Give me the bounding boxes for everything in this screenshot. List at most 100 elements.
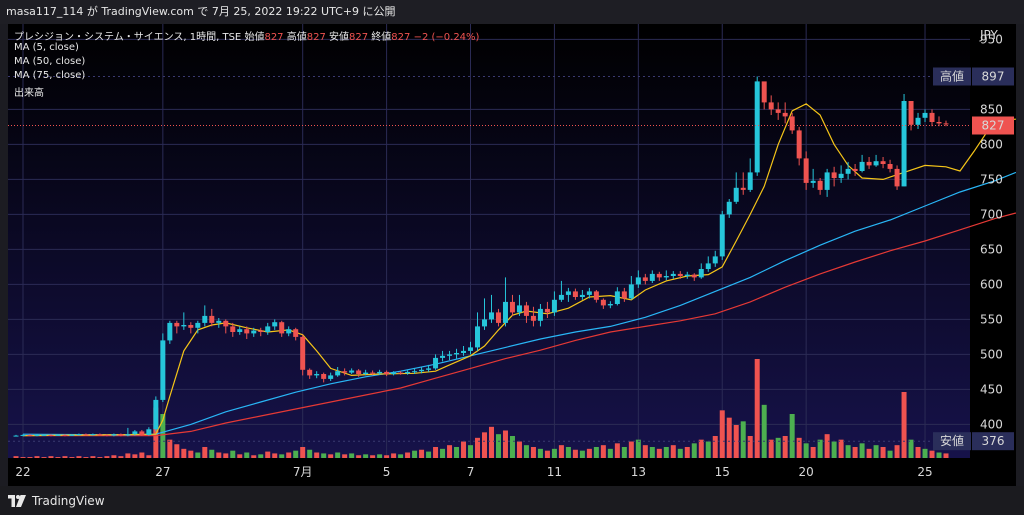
candle-body: [698, 269, 704, 278]
candle-body: [216, 320, 222, 323]
volume-bar: [824, 434, 830, 458]
price-tag-label-box: [933, 67, 971, 86]
candle-body: [705, 263, 711, 269]
volume-bar: [405, 452, 411, 458]
candle-body: [481, 319, 487, 327]
legend-high-label: 高値: [286, 32, 307, 43]
time-axis-background[interactable]: [8, 458, 1016, 486]
candle-body: [34, 434, 40, 436]
volume-bar: [495, 434, 501, 458]
volume-bar: [663, 447, 669, 458]
volume-bar: [516, 441, 522, 458]
volume-bar: [174, 444, 180, 458]
candle-body: [614, 291, 620, 304]
volume-bar: [314, 452, 320, 458]
candle-body: [502, 301, 508, 323]
candle-body: [901, 101, 907, 187]
legend-volume[interactable]: 出来高: [14, 88, 44, 99]
candle-body: [579, 294, 585, 297]
volume-bar: [293, 450, 299, 458]
tradingview-logo[interactable]: TradingView: [8, 494, 105, 508]
volume-bar: [377, 454, 383, 458]
candle-body: [852, 168, 858, 171]
candle-body: [230, 326, 236, 332]
volume-bar: [300, 447, 306, 458]
legend-open: 827: [264, 32, 284, 43]
candle-body: [111, 434, 117, 436]
y-tick-label: 500: [980, 347, 1003, 361]
candle-body: [202, 315, 208, 323]
candle-body: [20, 434, 26, 436]
candle-body: [132, 431, 138, 435]
candle-body: [209, 315, 215, 323]
volume-bar: [754, 359, 760, 458]
candle-body: [146, 429, 152, 435]
candle-body: [293, 329, 299, 337]
volume-bar: [230, 450, 236, 458]
time-axis[interactable]: 22 27 7月 5 7 11 13 15 20 25: [15, 465, 932, 479]
volume-bar: [887, 450, 893, 458]
candle-body: [223, 320, 229, 327]
legend-ma50[interactable]: MA (50, close): [14, 56, 86, 67]
ma50-line: [22, 171, 1016, 436]
price-tag-label: 高値: [940, 69, 964, 84]
volume-bar: [251, 455, 257, 458]
volume-bar: [440, 448, 446, 458]
candle-body: [405, 371, 411, 374]
plot-background: [8, 24, 970, 458]
volume-bar: [775, 437, 781, 458]
candle-body: [824, 172, 830, 190]
volume-bar: [831, 441, 837, 458]
candle-body: [76, 434, 82, 436]
volume-bar: [244, 452, 250, 458]
volume-bar: [272, 453, 278, 458]
tradingview-logo-icon: [8, 495, 26, 507]
volume-bar: [866, 448, 872, 458]
candle-body: [621, 291, 627, 299]
chart-area[interactable]: JPY 950 850 800 750 700 650 600 550 500 450 400 22 2…: [8, 24, 1016, 486]
candle-body: [663, 276, 669, 278]
price-tag-value-box: [972, 116, 1014, 135]
x-tick-label: 27: [155, 465, 170, 479]
price-axis-background[interactable]: [970, 24, 1016, 458]
volume-bar: [929, 450, 935, 458]
candle-body: [125, 434, 131, 436]
candle-body: [342, 371, 348, 373]
volume-bar: [125, 453, 131, 458]
candle-body: [859, 161, 865, 171]
volume-bar: [258, 454, 264, 458]
volume-bar: [712, 436, 718, 458]
y-tick-label: 650: [980, 242, 1003, 256]
volume-bar: [34, 456, 40, 458]
candle-body: [789, 116, 795, 131]
candle-body: [55, 434, 61, 436]
candle-body: [363, 372, 369, 374]
volume-bar: [468, 445, 474, 458]
volume-bar: [181, 448, 187, 458]
volume-bar: [810, 447, 816, 458]
candle-body: [593, 291, 599, 300]
legend-ma5[interactable]: MA (5, close): [14, 42, 79, 53]
candle-body: [761, 81, 767, 103]
legend-low-label: 安値: [329, 32, 350, 43]
legend-ma75[interactable]: MA (75, close): [14, 70, 86, 81]
volume-bar: [370, 455, 376, 458]
volume-bar: [747, 436, 753, 458]
candle-body: [565, 291, 571, 295]
volume-bar: [391, 453, 397, 458]
volume-bar: [209, 449, 215, 458]
volume-bar: [55, 457, 61, 458]
volume-bar: [859, 443, 865, 458]
volume-bar: [873, 445, 879, 458]
volume-bar: [488, 426, 494, 458]
candle-body: [677, 273, 683, 276]
candle-body: [104, 434, 110, 436]
candle-body: [831, 172, 837, 178]
volume-bar: [454, 447, 460, 458]
candle-body: [167, 322, 173, 341]
volume-bar: [803, 443, 809, 458]
candle-layer: [13, 76, 949, 437]
candle-body: [356, 370, 362, 374]
